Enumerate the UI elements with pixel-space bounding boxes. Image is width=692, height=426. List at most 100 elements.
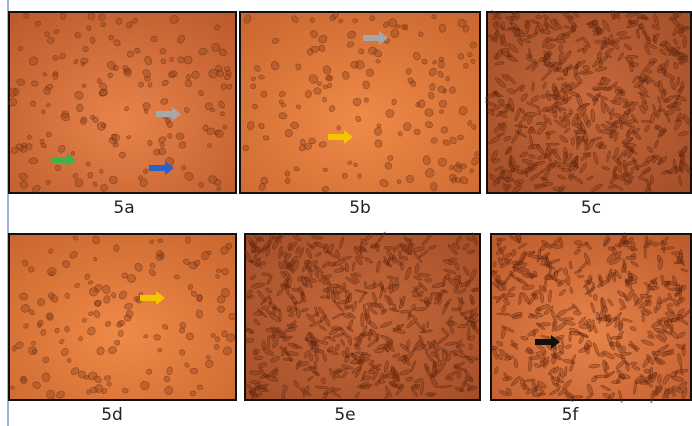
panel-label: 5a bbox=[113, 198, 134, 218]
figure: 5a 5b 5c 5d 5e 5f bbox=[0, 0, 692, 426]
cell bbox=[624, 111, 631, 114]
panel-label: 5c bbox=[581, 198, 601, 218]
cell bbox=[369, 47, 377, 54]
cell bbox=[644, 246, 646, 259]
cell bbox=[210, 108, 215, 112]
cell bbox=[285, 178, 290, 184]
cell bbox=[26, 144, 32, 150]
cell bbox=[398, 131, 403, 136]
cell bbox=[313, 87, 321, 94]
cell bbox=[81, 62, 85, 67]
cell bbox=[38, 323, 41, 328]
cell bbox=[147, 140, 152, 146]
cell bbox=[221, 330, 228, 337]
cell bbox=[364, 281, 367, 288]
cell bbox=[506, 16, 519, 20]
cell bbox=[533, 329, 536, 336]
cell bbox=[449, 87, 455, 94]
cell bbox=[566, 275, 570, 286]
cell bbox=[608, 246, 615, 250]
cell bbox=[156, 255, 164, 261]
cell bbox=[439, 57, 444, 61]
cell bbox=[630, 362, 638, 365]
cell bbox=[418, 32, 423, 37]
micrograph bbox=[9, 12, 236, 193]
cell bbox=[546, 143, 560, 145]
cell bbox=[600, 145, 607, 149]
cell bbox=[627, 55, 638, 58]
cell bbox=[400, 261, 404, 270]
cell bbox=[449, 165, 454, 170]
cell bbox=[269, 297, 272, 304]
cell bbox=[562, 318, 573, 321]
cell bbox=[185, 237, 190, 244]
cell bbox=[368, 370, 375, 374]
cell bbox=[626, 256, 637, 260]
cell bbox=[310, 354, 313, 362]
cell bbox=[662, 351, 674, 355]
cell bbox=[525, 112, 537, 116]
cell bbox=[321, 377, 326, 384]
panel-d bbox=[9, 234, 237, 400]
cell bbox=[42, 373, 50, 382]
cell bbox=[87, 13, 95, 20]
cell bbox=[157, 238, 163, 242]
cell bbox=[667, 303, 673, 307]
cell bbox=[553, 321, 555, 327]
cell bbox=[446, 77, 450, 82]
cell bbox=[29, 57, 38, 66]
cell bbox=[577, 275, 584, 278]
cell bbox=[457, 135, 464, 140]
cell bbox=[339, 19, 344, 23]
cell bbox=[342, 173, 348, 179]
cell bbox=[360, 313, 364, 327]
cell bbox=[101, 22, 106, 27]
cell bbox=[614, 89, 622, 93]
panel-a bbox=[7, 12, 236, 194]
cell bbox=[352, 19, 358, 23]
cell bbox=[567, 67, 578, 70]
panel-label: 5f bbox=[562, 405, 580, 425]
cell bbox=[564, 69, 568, 76]
cell bbox=[46, 132, 52, 138]
cell bbox=[278, 112, 287, 119]
cell bbox=[12, 346, 17, 352]
cell bbox=[336, 125, 340, 130]
cell bbox=[176, 133, 184, 140]
cell bbox=[214, 344, 219, 349]
cell bbox=[460, 164, 466, 169]
cell bbox=[406, 68, 411, 74]
cell bbox=[86, 390, 90, 395]
cell bbox=[250, 371, 261, 375]
cell bbox=[169, 57, 174, 62]
cell bbox=[451, 308, 460, 311]
cell bbox=[31, 341, 36, 346]
cell bbox=[268, 335, 270, 348]
cell bbox=[389, 280, 393, 294]
cell bbox=[430, 182, 437, 191]
cell bbox=[650, 175, 653, 184]
cell bbox=[40, 329, 46, 336]
panel-label: 5e bbox=[334, 405, 355, 425]
cell bbox=[197, 295, 202, 301]
cell bbox=[114, 340, 120, 345]
cell bbox=[557, 77, 564, 80]
cell bbox=[395, 24, 400, 28]
cell bbox=[28, 266, 34, 272]
cell bbox=[100, 169, 104, 173]
cell bbox=[597, 353, 605, 357]
panel-b bbox=[240, 11, 480, 193]
page: {"panels": [{"label": "5a"}, {"label": "… bbox=[0, 0, 692, 426]
cell bbox=[23, 13, 29, 18]
cell bbox=[538, 322, 551, 326]
panel-c bbox=[485, 10, 692, 194]
panel-label: 5b bbox=[349, 198, 371, 218]
cell bbox=[657, 374, 661, 383]
cell bbox=[309, 74, 318, 83]
cell bbox=[657, 255, 660, 262]
cell bbox=[498, 99, 504, 103]
cell bbox=[414, 129, 420, 135]
cell bbox=[259, 262, 266, 265]
cell bbox=[571, 137, 575, 145]
panel-e bbox=[243, 231, 481, 401]
